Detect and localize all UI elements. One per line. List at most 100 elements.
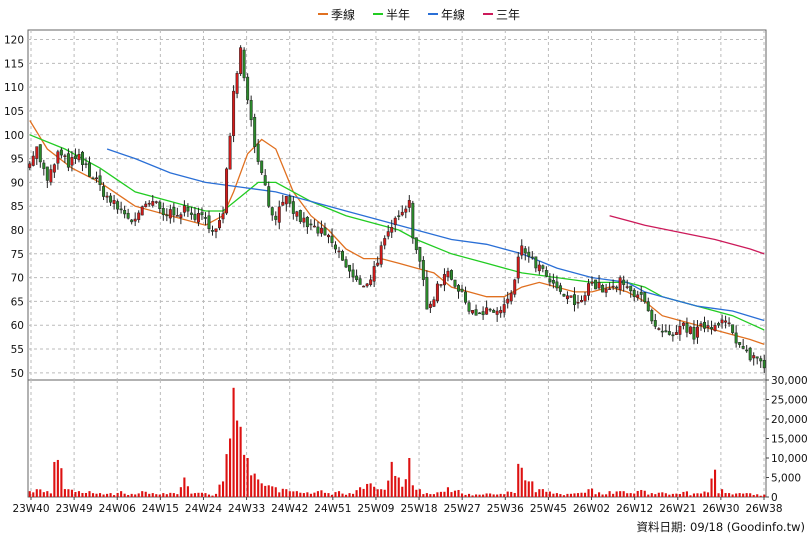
candle-body <box>246 76 250 101</box>
candle-body <box>674 332 678 336</box>
candle-body <box>678 325 682 335</box>
volume-bar <box>640 489 643 497</box>
candle-body <box>140 206 144 216</box>
candle-body <box>221 213 225 220</box>
candle-body <box>457 285 460 292</box>
volume-bar <box>460 493 464 497</box>
volume-bar <box>717 493 720 497</box>
volume-bar <box>295 491 298 497</box>
candle-body <box>671 334 675 337</box>
candle-body <box>348 264 352 272</box>
candle-body <box>182 205 186 213</box>
candle-body <box>453 279 457 287</box>
candle-body <box>161 208 165 216</box>
candle-body <box>590 281 594 284</box>
candle-body <box>158 201 162 210</box>
x-tick-label: 26W02 <box>573 503 610 515</box>
volume-bar <box>309 493 312 497</box>
candle-body <box>502 304 506 313</box>
volume-bar <box>763 494 766 497</box>
candle-body <box>80 151 84 165</box>
volume-bar <box>186 486 189 497</box>
candle-body <box>225 168 229 214</box>
volume-bar <box>77 491 81 497</box>
candle-body <box>541 265 545 269</box>
candle-body <box>428 303 432 308</box>
price-tick-label: 70 <box>11 273 24 285</box>
candle-body <box>172 206 176 216</box>
volume-bar <box>366 483 369 497</box>
volume-bar <box>527 481 530 497</box>
candle-body <box>688 326 692 334</box>
candle-body <box>467 302 471 312</box>
candle-body <box>734 332 738 344</box>
candle-body <box>165 214 169 217</box>
candle-body <box>77 154 81 161</box>
candle-body <box>42 162 46 169</box>
volume-bar <box>359 487 362 497</box>
candle-body <box>558 285 562 292</box>
volume-bar <box>626 493 629 497</box>
volume-tick-label: 25,000 <box>771 395 808 407</box>
volume-bar <box>678 494 681 497</box>
ma-year-line <box>106 148 765 322</box>
candle-body <box>130 219 134 223</box>
price-tick-label: 110 <box>4 82 24 94</box>
volume-bar <box>394 475 397 497</box>
volume-bar <box>583 492 587 497</box>
x-tick-label: 25W36 <box>487 503 524 515</box>
volume-bar <box>453 490 457 497</box>
volume-bar <box>411 485 414 497</box>
x-tick-label: 25W27 <box>444 503 481 515</box>
volume-bar <box>53 461 56 497</box>
candle-body <box>534 256 538 269</box>
candle-body <box>572 294 576 305</box>
candle-body <box>576 301 580 304</box>
volume-bar <box>682 491 685 497</box>
candle-body <box>597 282 601 289</box>
candle-body <box>305 217 309 228</box>
volume-bar <box>102 494 105 497</box>
price-tick-label: 85 <box>11 201 24 213</box>
candle-body <box>316 226 320 234</box>
volume-bar <box>264 485 267 497</box>
candle-body <box>147 202 151 205</box>
volume-bar <box>204 493 207 497</box>
volume-bar <box>288 491 291 497</box>
volume-bars <box>28 387 766 497</box>
candle-body <box>520 245 524 256</box>
candle-body <box>530 256 534 259</box>
candle-body <box>281 201 285 206</box>
candle-body <box>393 217 397 226</box>
candle-body <box>123 210 127 215</box>
candle-body <box>499 309 503 314</box>
volume-tick-label: 0 <box>771 492 778 504</box>
candle-body <box>372 266 376 282</box>
candle-body <box>31 155 35 166</box>
legend-label: 半年 <box>386 8 410 22</box>
volume-bar <box>299 492 302 497</box>
volume-bar <box>492 494 495 497</box>
price-plot-area <box>27 29 767 381</box>
volume-bar <box>239 426 242 497</box>
volume-bar <box>56 459 59 497</box>
price-tick-label: 120 <box>4 35 24 47</box>
volume-bar <box>749 493 752 497</box>
volume-bar <box>39 489 42 497</box>
volume-bar <box>179 487 182 497</box>
volume-bar <box>629 493 632 497</box>
candle-body <box>565 295 569 300</box>
candle-body <box>386 231 390 237</box>
volume-bar <box>67 489 70 497</box>
candle-body <box>625 286 629 288</box>
x-tick-label: 25W18 <box>401 503 438 515</box>
volume-bar <box>313 492 316 497</box>
candle-body <box>471 310 475 314</box>
candle-body <box>506 298 510 304</box>
volume-bar <box>246 458 249 497</box>
volume-bar <box>636 490 639 497</box>
volume-bar <box>415 489 418 497</box>
volume-bar <box>475 494 478 497</box>
candle-body <box>235 73 239 94</box>
candle-body <box>580 300 583 303</box>
